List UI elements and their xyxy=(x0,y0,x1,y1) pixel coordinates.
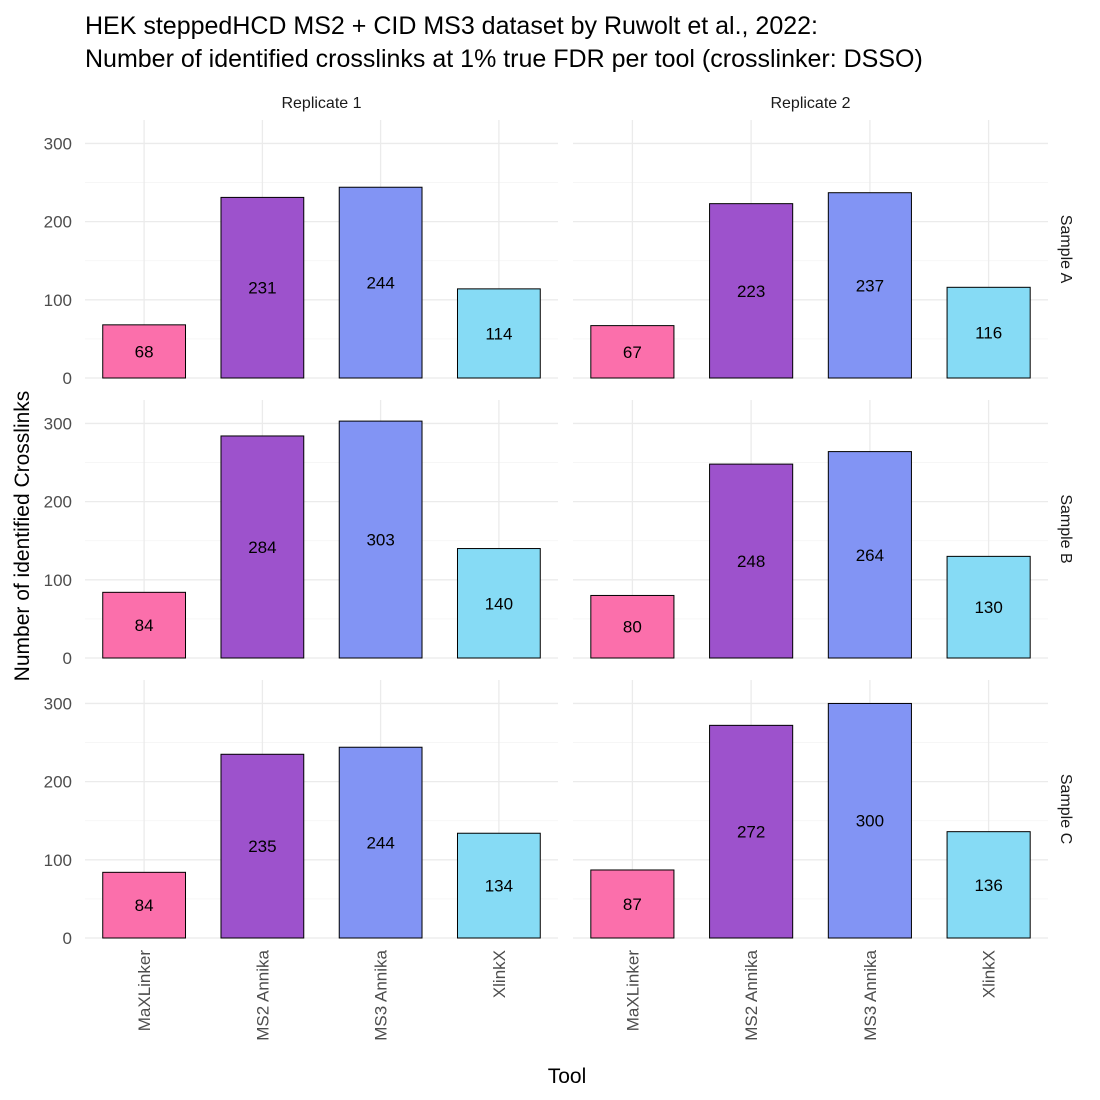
bar-maxlinker-replicate-1-sample-c xyxy=(102,871,187,939)
y-tick-label-sample-b: 0 xyxy=(63,649,72,668)
y-tick-label-sample-c: 100 xyxy=(44,851,72,870)
bar-ms3-annika-replicate-2-sample-b xyxy=(827,451,912,659)
bar-value-label-ms2-annika-replicate-1-sample-b: 284 xyxy=(248,538,276,557)
x-tick-label-ms3-annika-replicate-1: MS3 Annika xyxy=(372,949,391,1040)
bar-ms2-annika-replicate-1-sample-a xyxy=(220,196,305,379)
facet-column-label-replicate-2: Replicate 2 xyxy=(770,95,850,112)
y-tick-label-sample-c: 0 xyxy=(63,929,72,948)
bar-value-label-ms3-annika-replicate-1-sample-b: 303 xyxy=(366,531,394,550)
bar-value-label-xlinkx-replicate-1-sample-b: 140 xyxy=(485,594,513,613)
x-tick-label-ms3-annika-replicate-2: MS3 Annika xyxy=(861,949,880,1040)
bar-ms2-annika-replicate-1-sample-b xyxy=(220,435,305,659)
bar-xlinkx-replicate-1-sample-b xyxy=(456,548,541,659)
bar-maxlinker-replicate-2-sample-b xyxy=(590,594,675,659)
bar-maxlinker-replicate-2-sample-c xyxy=(590,869,675,939)
bar-maxlinker-replicate-2-sample-a xyxy=(590,325,675,379)
y-tick-label-sample-a: 0 xyxy=(63,369,72,388)
facet-row-label-sample-b: Sample B xyxy=(1057,494,1074,563)
facet-row-label-sample-a: Sample A xyxy=(1057,215,1074,284)
x-tick-label-ms2-annika-replicate-2: MS2 Annika xyxy=(742,949,761,1040)
bar-xlinkx-replicate-1-sample-c xyxy=(456,832,541,939)
bar-value-label-ms2-annika-replicate-2-sample-a: 223 xyxy=(737,282,765,301)
bar-value-label-ms3-annika-replicate-2-sample-c: 300 xyxy=(856,812,884,831)
bar-ms2-annika-replicate-2-sample-c xyxy=(709,724,794,939)
bar-value-label-maxlinker-replicate-1-sample-c: 84 xyxy=(135,896,154,915)
x-axis-title: Tool xyxy=(548,1065,587,1088)
bar-ms2-annika-replicate-2-sample-a xyxy=(709,203,794,379)
bar-ms3-annika-replicate-1-sample-b xyxy=(338,420,423,659)
bar-ms2-annika-replicate-2-sample-b xyxy=(709,463,794,659)
bar-value-label-xlinkx-replicate-2-sample-a: 116 xyxy=(975,324,1002,343)
bar-value-label-xlinkx-replicate-1-sample-c: 134 xyxy=(485,877,513,896)
bar-xlinkx-replicate-1-sample-a xyxy=(456,288,541,379)
bar-ms3-annika-replicate-2-sample-a xyxy=(827,192,912,379)
x-tick-label-xlinkx-replicate-2: XlinkX xyxy=(980,950,999,998)
y-tick-label-sample-b: 100 xyxy=(44,571,72,590)
bar-maxlinker-replicate-1-sample-b xyxy=(102,591,187,659)
bar-ms3-annika-replicate-1-sample-a xyxy=(338,186,423,379)
y-tick-label-sample-c: 200 xyxy=(44,773,72,792)
y-tick-label-sample-c: 300 xyxy=(44,694,72,713)
x-tick-label-xlinkx-replicate-1: XlinkX xyxy=(490,950,509,998)
bar-maxlinker-replicate-1-sample-a xyxy=(102,324,187,379)
y-axis-title: Number of identified Crosslinks xyxy=(11,391,34,682)
bar-value-label-ms2-annika-replicate-2-sample-b: 248 xyxy=(737,552,765,571)
bar-ms3-annika-replicate-2-sample-c xyxy=(827,702,912,939)
bar-value-label-xlinkx-replicate-2-sample-b: 130 xyxy=(974,598,1002,617)
y-tick-label-sample-a: 200 xyxy=(44,213,72,232)
bar-value-label-ms3-annika-replicate-1-sample-c: 244 xyxy=(366,834,394,853)
facet-row-label-sample-c: Sample C xyxy=(1057,774,1074,844)
bar-xlinkx-replicate-2-sample-a xyxy=(946,286,1031,379)
bar-xlinkx-replicate-2-sample-c xyxy=(946,831,1031,939)
chart-title-line-1: HEK steppedHCD MS2 + CID MS3 dataset by … xyxy=(85,12,818,40)
y-tick-label-sample-a: 100 xyxy=(44,291,72,310)
bar-value-label-maxlinker-replicate-2-sample-a: 67 xyxy=(623,343,642,362)
bar-value-label-maxlinker-replicate-2-sample-c: 87 xyxy=(623,895,642,914)
bar-value-label-maxlinker-replicate-1-sample-a: 68 xyxy=(135,342,154,361)
facet-column-label-replicate-1: Replicate 1 xyxy=(281,95,361,112)
x-tick-label-maxlinker-replicate-2: MaXLinker xyxy=(623,950,642,1032)
x-tick-label-maxlinker-replicate-1: MaXLinker xyxy=(135,950,154,1032)
bar-value-label-xlinkx-replicate-2-sample-c: 136 xyxy=(974,876,1002,895)
bar-value-label-ms2-annika-replicate-2-sample-c: 272 xyxy=(737,823,765,842)
bar-value-label-ms2-annika-replicate-1-sample-c: 235 xyxy=(248,837,276,856)
bar-ms3-annika-replicate-1-sample-c xyxy=(338,746,423,939)
bar-xlinkx-replicate-2-sample-b xyxy=(946,555,1031,659)
bar-value-label-xlinkx-replicate-1-sample-a: 114 xyxy=(485,324,512,343)
bar-value-label-ms3-annika-replicate-2-sample-a: 237 xyxy=(856,276,884,295)
x-tick-label-ms2-annika-replicate-1: MS2 Annika xyxy=(253,949,272,1040)
bar-ms2-annika-replicate-1-sample-c xyxy=(220,753,305,939)
bar-value-label-maxlinker-replicate-2-sample-b: 80 xyxy=(623,618,642,637)
bar-value-label-ms3-annika-replicate-1-sample-a: 244 xyxy=(366,274,394,293)
y-tick-label-sample-b: 200 xyxy=(44,493,72,512)
bar-value-label-ms3-annika-replicate-2-sample-b: 264 xyxy=(856,546,884,565)
y-tick-label-sample-b: 300 xyxy=(44,414,72,433)
bar-value-label-ms2-annika-replicate-1-sample-a: 231 xyxy=(248,279,276,298)
bar-value-label-maxlinker-replicate-1-sample-b: 84 xyxy=(135,616,154,635)
facet-panels: Replicate 1 Replicate 2 Sample A Sample B Sa… xyxy=(44,95,1074,1041)
y-tick-label-sample-a: 300 xyxy=(44,134,72,153)
chart-title-line-2: Number of identified crosslinks at 1% tr… xyxy=(85,45,923,73)
